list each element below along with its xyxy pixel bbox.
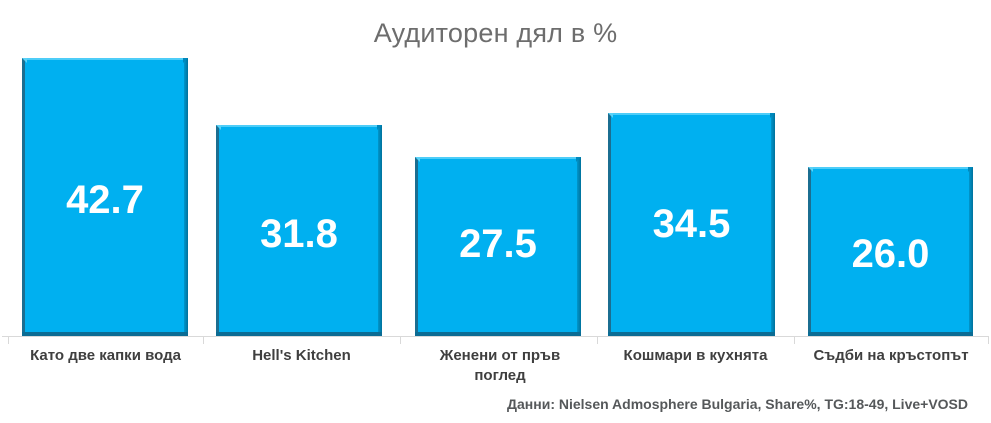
x-axis-tick-0 xyxy=(8,337,9,344)
bar-2-bevel-top-left xyxy=(415,157,420,162)
bar-4-right-edge xyxy=(969,167,973,336)
category-label-2: Женени от пръв поглед xyxy=(439,347,561,385)
bar-1-value-label: 31.8 xyxy=(260,212,338,256)
x-axis-tick-5 xyxy=(988,337,989,344)
x-axis-tick-1 xyxy=(203,337,204,344)
bar-0-bottom-edge xyxy=(22,332,188,336)
bar-3-bevel-top-left xyxy=(608,113,613,118)
bar-1[interactable] xyxy=(216,125,382,336)
bar-2[interactable] xyxy=(415,157,581,336)
bar-4-value-label: 26.0 xyxy=(851,232,930,276)
category-label-4: Съдби на кръстопът xyxy=(813,347,969,364)
bar-2-bottom-edge xyxy=(415,332,581,336)
bar-0-left-edge xyxy=(22,58,25,336)
bar-3-top-highlight xyxy=(608,113,775,115)
x-axis-tick-3 xyxy=(597,337,598,344)
category-label-1: Hell's Kitchen xyxy=(252,347,351,364)
bar-2-bevel-top-right xyxy=(576,157,581,162)
source-note: Данни: Nielsen Admosphere Bulgaria, Shar… xyxy=(507,396,968,412)
chart-title: Аудиторен дял в % xyxy=(373,18,618,48)
bar-3[interactable] xyxy=(608,113,775,336)
bar-0-bevel-top-right xyxy=(183,58,188,63)
bar-4-left-edge xyxy=(808,167,811,336)
bar-1-top-highlight xyxy=(216,125,382,127)
category-label-0: Като две капки вода xyxy=(30,347,181,364)
bar-3-bottom-edge xyxy=(608,332,775,336)
bar-2-top-highlight xyxy=(415,157,581,159)
bar-1-bevel-top-left xyxy=(216,125,221,130)
x-axis-tick-2 xyxy=(400,337,401,344)
bar-1-body xyxy=(216,125,382,336)
bar-1-right-edge xyxy=(378,125,382,336)
x-axis-tick-4 xyxy=(794,337,795,344)
bar-4-top-highlight xyxy=(808,167,973,169)
bar-3-value-label: 34.5 xyxy=(652,202,731,246)
bar-0-value-label: 42.7 xyxy=(66,178,144,222)
bar-3-body xyxy=(608,113,775,336)
bar-4-bevel-top-right xyxy=(968,167,973,172)
bar-2-value-label: 27.5 xyxy=(459,222,537,266)
bar-0-right-edge xyxy=(184,58,188,336)
x-axis-line xyxy=(2,336,989,337)
bar-2-left-edge xyxy=(415,157,418,336)
bar-3-bevel-top-right xyxy=(770,113,775,118)
bar-4-bottom-edge xyxy=(808,332,973,336)
bar-1-left-edge xyxy=(216,125,219,336)
bar-3-right-edge xyxy=(771,113,775,336)
bar-0[interactable] xyxy=(22,58,188,336)
plot-area: 42.7 31.8 27.5 xyxy=(2,58,989,344)
category-label-3: Кошмари в кухнята xyxy=(623,347,768,364)
bar-0-top-highlight xyxy=(22,58,188,60)
bar-3-left-edge xyxy=(608,113,611,336)
bar-1-bottom-edge xyxy=(216,332,382,336)
bar-1-bevel-top-right xyxy=(377,125,382,130)
bar-2-right-edge xyxy=(577,157,581,336)
bar-4-body xyxy=(808,167,973,336)
bar-0-bevel-top-left xyxy=(22,58,27,63)
bar-0-body xyxy=(22,58,188,336)
bar-4[interactable] xyxy=(808,167,973,336)
bar-2-body xyxy=(415,157,581,336)
bar-4-bevel-top-left xyxy=(808,167,813,172)
